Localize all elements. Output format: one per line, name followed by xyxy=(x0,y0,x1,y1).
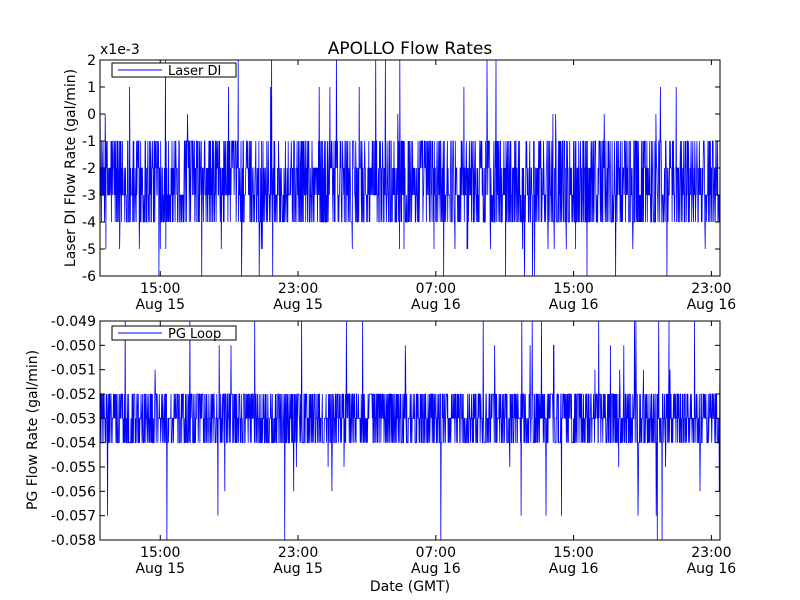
x-tick-label-time: 07:00 xyxy=(416,545,456,561)
pg-loop-panel: PG Flow Rate (gal/min) Date (GMT) -0.058… xyxy=(25,314,736,595)
x-tick-label-date: Aug 15 xyxy=(273,561,323,577)
x-tick-label-date: Aug 15 xyxy=(135,561,185,577)
y-tick-label: 1 xyxy=(87,80,96,96)
y-tick-label: -5 xyxy=(82,242,96,258)
x-tick-label-date: Aug 16 xyxy=(687,561,737,577)
legend-box xyxy=(111,62,237,78)
y-tick-label: -4 xyxy=(82,215,96,231)
x-tick-label-time: 23:00 xyxy=(691,545,731,561)
chart-title: APOLLO Flow Rates xyxy=(328,39,493,59)
x-tick-label-time: 15:00 xyxy=(140,545,180,561)
x-tick-label-time: 23:00 xyxy=(278,545,318,561)
plot-frame xyxy=(99,320,721,541)
y-tick-label: -0.056 xyxy=(51,484,96,500)
y-tick-label: -6 xyxy=(82,269,96,285)
x-tick-label-time: 23:00 xyxy=(278,281,318,297)
y-tick-label: -3 xyxy=(82,188,96,204)
y-tick-label: -0.054 xyxy=(51,436,96,452)
y-tick-label: 2 xyxy=(87,53,96,69)
x-tick-label-date: Aug 16 xyxy=(549,297,599,313)
legend-box xyxy=(111,325,237,341)
series-line-pg-loop xyxy=(100,321,720,540)
legend: Laser DI xyxy=(111,62,237,79)
y-tick-label: -0.055 xyxy=(51,460,96,476)
y-tick-label: -0.051 xyxy=(51,363,96,379)
y-tick-label: -1 xyxy=(82,134,96,150)
y-tick-label: -0.053 xyxy=(51,411,96,427)
series-line-laser-di xyxy=(100,60,720,276)
x-tick-label-date: Aug 15 xyxy=(135,297,185,313)
x-tick-label-time: 23:00 xyxy=(691,281,731,297)
x-tick-label-time: 15:00 xyxy=(553,545,593,561)
legend-label: Laser DI xyxy=(168,64,221,79)
y-tick-label: 0 xyxy=(87,107,96,123)
y-tick-label: -0.049 xyxy=(51,314,96,330)
y-tick-label: -0.058 xyxy=(51,533,96,549)
x-tick-label-time: 15:00 xyxy=(140,281,180,297)
legend-label: PG Loop xyxy=(168,327,221,342)
x-tick-label-time: 15:00 xyxy=(553,281,593,297)
laser-di-panel: APOLLO Flow Rates x1e-3 Laser DI Flow Ra… xyxy=(63,39,736,313)
x-tick-label-date: Aug 16 xyxy=(411,561,461,577)
x-tick-label-date: Aug 16 xyxy=(549,561,599,577)
y-tick-label: -0.052 xyxy=(51,387,96,403)
x-tick-label-date: Aug 16 xyxy=(687,297,737,313)
y-tick-label: -2 xyxy=(82,161,96,177)
legend: PG Loop xyxy=(111,325,237,342)
y-tick-label: -0.050 xyxy=(51,338,96,354)
y-axis-label: Laser DI Flow Rate (gal/min) xyxy=(63,69,79,267)
y-offset-label: x1e-3 xyxy=(100,42,140,58)
x-axis-label: Date (GMT) xyxy=(370,579,450,595)
y-tick-label: -0.057 xyxy=(51,509,96,525)
x-tick-label-date: Aug 15 xyxy=(273,297,323,313)
x-tick-label-date: Aug 16 xyxy=(411,297,461,313)
x-tick-label-time: 07:00 xyxy=(416,281,456,297)
y-axis-label: PG Flow Rate (gal/min) xyxy=(25,350,41,510)
